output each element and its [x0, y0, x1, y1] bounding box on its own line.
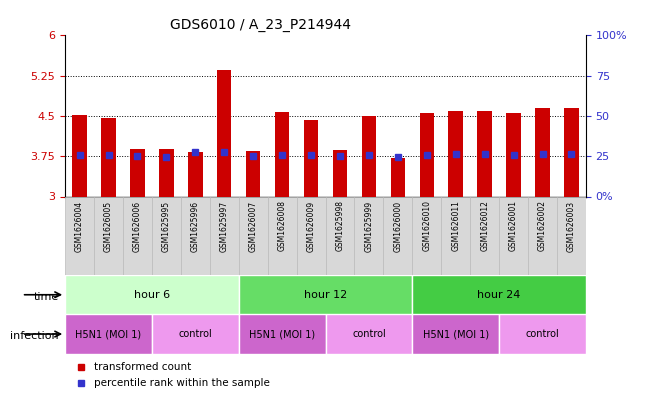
Bar	[499, 314, 586, 354]
Bar	[391, 158, 405, 196]
Bar	[94, 196, 123, 275]
Bar	[412, 314, 499, 354]
Text: control: control	[525, 329, 559, 339]
Bar	[499, 196, 528, 275]
Text: GSM1625998: GSM1625998	[335, 200, 344, 252]
Bar	[152, 314, 239, 354]
Bar	[354, 196, 383, 275]
Bar	[130, 149, 145, 196]
Text: GSM1625996: GSM1625996	[191, 200, 200, 252]
Text: GSM1626002: GSM1626002	[538, 200, 547, 252]
Bar	[528, 196, 557, 275]
Text: H5N1 (MOI 1): H5N1 (MOI 1)	[422, 329, 489, 339]
Bar	[72, 115, 87, 196]
Bar	[557, 196, 586, 275]
Text: transformed count: transformed count	[94, 362, 191, 373]
Text: hour 6: hour 6	[134, 290, 170, 300]
Bar	[297, 196, 326, 275]
Text: GSM1626009: GSM1626009	[307, 200, 316, 252]
Bar	[210, 196, 239, 275]
Bar	[506, 113, 521, 196]
Bar	[564, 108, 579, 196]
Bar	[441, 196, 470, 275]
Bar	[535, 108, 549, 196]
Text: control: control	[178, 329, 212, 339]
Bar	[217, 70, 232, 196]
Bar	[239, 275, 412, 314]
Text: GSM1626000: GSM1626000	[393, 200, 402, 252]
Text: GSM1626001: GSM1626001	[509, 200, 518, 252]
Text: infection: infection	[10, 331, 59, 341]
Bar	[362, 116, 376, 196]
Bar	[304, 120, 318, 196]
Bar	[326, 314, 412, 354]
Bar	[268, 196, 297, 275]
Text: GDS6010 / A_23_P214944: GDS6010 / A_23_P214944	[170, 18, 351, 32]
Text: H5N1 (MOI 1): H5N1 (MOI 1)	[76, 329, 141, 339]
Bar	[239, 196, 268, 275]
Bar	[65, 275, 239, 314]
Text: GSM1626007: GSM1626007	[249, 200, 258, 252]
Bar	[152, 196, 181, 275]
Text: hour 12: hour 12	[304, 290, 347, 300]
Bar	[275, 112, 289, 196]
Bar	[239, 314, 326, 354]
Bar	[246, 151, 260, 196]
Bar	[65, 314, 152, 354]
Text: GSM1626005: GSM1626005	[104, 200, 113, 252]
Text: hour 24: hour 24	[477, 290, 521, 300]
Text: H5N1 (MOI 1): H5N1 (MOI 1)	[249, 329, 315, 339]
Text: control: control	[352, 329, 386, 339]
Bar	[123, 196, 152, 275]
Bar	[102, 118, 116, 196]
Bar	[383, 196, 412, 275]
Text: GSM1626011: GSM1626011	[451, 200, 460, 251]
Text: GSM1626003: GSM1626003	[567, 200, 576, 252]
Bar	[181, 196, 210, 275]
Bar	[477, 110, 492, 196]
Text: GSM1626012: GSM1626012	[480, 200, 489, 251]
Bar	[419, 113, 434, 196]
Text: GSM1625997: GSM1625997	[220, 200, 229, 252]
Text: GSM1626008: GSM1626008	[277, 200, 286, 252]
Text: GSM1625995: GSM1625995	[162, 200, 171, 252]
Bar	[188, 152, 202, 196]
Bar	[449, 110, 463, 196]
Text: GSM1626006: GSM1626006	[133, 200, 142, 252]
Bar	[326, 196, 354, 275]
Text: GSM1626010: GSM1626010	[422, 200, 431, 252]
Bar	[333, 150, 347, 196]
Bar	[412, 196, 441, 275]
Bar	[65, 196, 94, 275]
Bar	[412, 275, 586, 314]
Bar	[470, 196, 499, 275]
Text: time: time	[33, 292, 59, 302]
Text: GSM1626004: GSM1626004	[75, 200, 84, 252]
Bar	[159, 149, 174, 196]
Text: GSM1625999: GSM1625999	[365, 200, 374, 252]
Text: percentile rank within the sample: percentile rank within the sample	[94, 378, 270, 388]
